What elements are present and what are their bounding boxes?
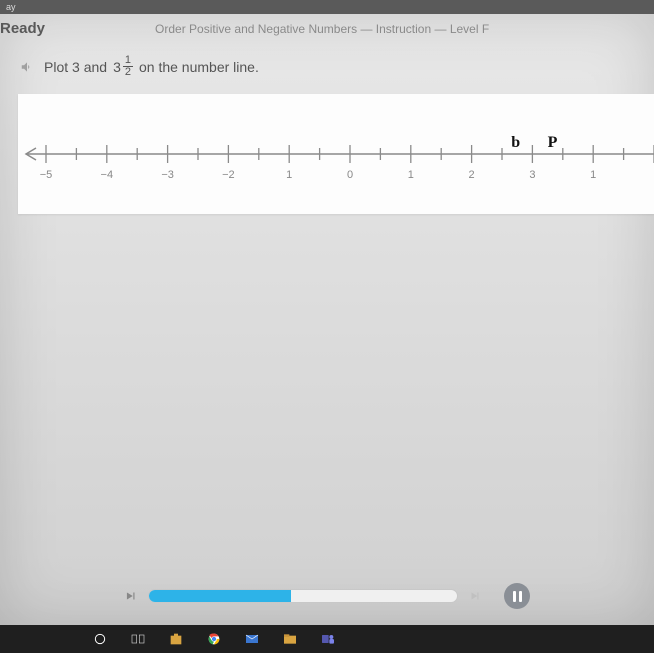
svg-text:0: 0	[347, 169, 353, 181]
svg-text:−2: −2	[222, 169, 235, 181]
header-bar: Ready Order Positive and Negative Number…	[0, 14, 654, 41]
svg-text:−5: −5	[40, 169, 53, 181]
pause-button[interactable]	[504, 583, 530, 609]
svg-text:3: 3	[529, 169, 535, 181]
fraction-stack: 1 2	[123, 55, 133, 78]
pause-icon	[513, 591, 522, 602]
mixed-fraction: 3 1 2	[113, 55, 133, 78]
svg-text:−3: −3	[161, 169, 174, 181]
progress-fill	[149, 590, 291, 602]
prev-button[interactable]	[124, 589, 138, 603]
chrome-icon[interactable]	[206, 631, 222, 647]
taskbar[interactable]	[0, 625, 654, 653]
svg-text:−4: −4	[101, 169, 114, 181]
teams-icon[interactable]	[320, 631, 336, 647]
brand-label: Ready	[0, 20, 45, 37]
audio-icon[interactable]	[20, 60, 34, 74]
task-view-icon[interactable]	[130, 631, 146, 647]
svg-text:1: 1	[590, 169, 596, 181]
question-suffix: on the number line.	[139, 59, 259, 75]
plot-mark: P	[548, 134, 558, 152]
app-screen: Ready Order Positive and Negative Number…	[0, 14, 654, 625]
system-top-strip: ay	[0, 0, 654, 14]
plot-mark: b	[511, 134, 520, 152]
number-line-svg[interactable]: −5 −4 −3 −2 1 0 1 2 3 1	[18, 136, 654, 196]
cortana-icon[interactable]	[92, 631, 108, 647]
media-player	[124, 583, 530, 609]
fraction-whole: 3	[113, 59, 121, 75]
explorer-icon[interactable]	[282, 631, 298, 647]
svg-text:1: 1	[408, 169, 414, 181]
top-strip-text: ay	[6, 2, 16, 12]
fraction-denominator: 2	[123, 67, 133, 78]
store-icon[interactable]	[168, 631, 184, 647]
lesson-title: Order Positive and Negative Numbers — In…	[155, 22, 489, 36]
question-text: Plot 3 and 3 1 2 on the number line.	[44, 55, 259, 78]
mail-icon[interactable]	[244, 631, 260, 647]
question-row: Plot 3 and 3 1 2 on the number line.	[20, 55, 654, 78]
next-button[interactable]	[468, 589, 482, 603]
svg-text:2: 2	[469, 169, 475, 181]
progress-track[interactable]	[148, 589, 458, 603]
number-line-panel[interactable]: −5 −4 −3 −2 1 0 1 2 3 1 b P	[18, 94, 654, 214]
question-prefix: Plot 3 and	[44, 59, 107, 75]
svg-text:1: 1	[286, 169, 292, 181]
